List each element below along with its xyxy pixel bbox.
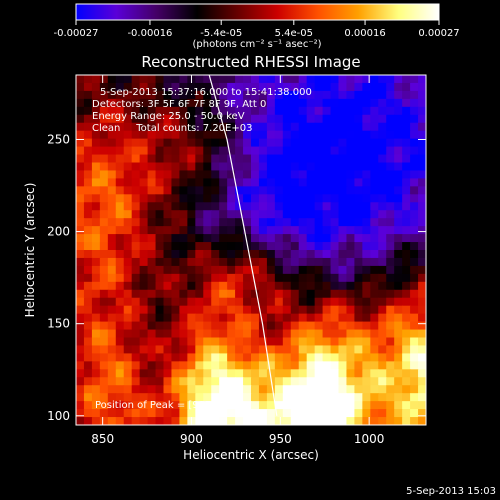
colorbar-tick-label: 5.4e-05 <box>275 28 313 39</box>
footer-timestamp: 5-Sep-2013 15:03 <box>406 486 496 497</box>
annotation-clean: Clean Total counts: 7.20E+03 <box>92 123 252 134</box>
annotation-energy: Energy Range: 25.0 - 50.0 keV <box>92 111 245 122</box>
colorbar-tick-label: 0.00027 <box>418 28 459 39</box>
x-axis-label: Heliocentric X (arcsec) <box>183 448 319 462</box>
y-axis-label: Heliocentric Y (arcsec) <box>23 183 37 318</box>
colorbar-label: (photons cm⁻² s⁻¹ asec⁻²) <box>192 39 321 50</box>
y-tick-label: 200 <box>47 225 70 239</box>
x-tick-label: 950 <box>269 432 292 446</box>
colorbar-ticks: -0.00027 -0.00016 -5.4e-05 5.4e-05 0.00016 0.… <box>54 20 460 39</box>
annotation-peak: Position of Peak = [937,102] <box>95 400 238 411</box>
axis-ticks: 850 900 950 1000 100 150 200 250 <box>47 75 426 446</box>
colorbar-tick-label: 0.00016 <box>344 28 385 39</box>
x-tick-label: 850 <box>91 432 114 446</box>
x-tick-label: 1000 <box>354 432 385 446</box>
chart-title: Reconstructed RHESSI Image <box>141 53 360 71</box>
annotation-detectors: Detectors: 3F 5F 6F 7F 8F 9F, Att 0 <box>92 99 266 110</box>
annotation-time: 5-Sep-2013 15:37:16.000 to 15:41:38.000 <box>100 87 312 98</box>
colorbar-tick-label: -0.00016 <box>127 28 172 39</box>
colorbar <box>75 3 440 21</box>
solar-limb-curve <box>208 74 278 416</box>
heatmap-image <box>76 75 426 425</box>
colorbar-tick-label: -5.4e-05 <box>200 28 242 39</box>
colorbar-tick-label: -0.00027 <box>54 28 99 39</box>
y-tick-label: 100 <box>47 409 70 423</box>
y-tick-label: 250 <box>47 132 70 146</box>
x-tick-label: 900 <box>180 432 203 446</box>
plot-frame <box>75 74 427 426</box>
y-tick-label: 150 <box>47 317 70 331</box>
